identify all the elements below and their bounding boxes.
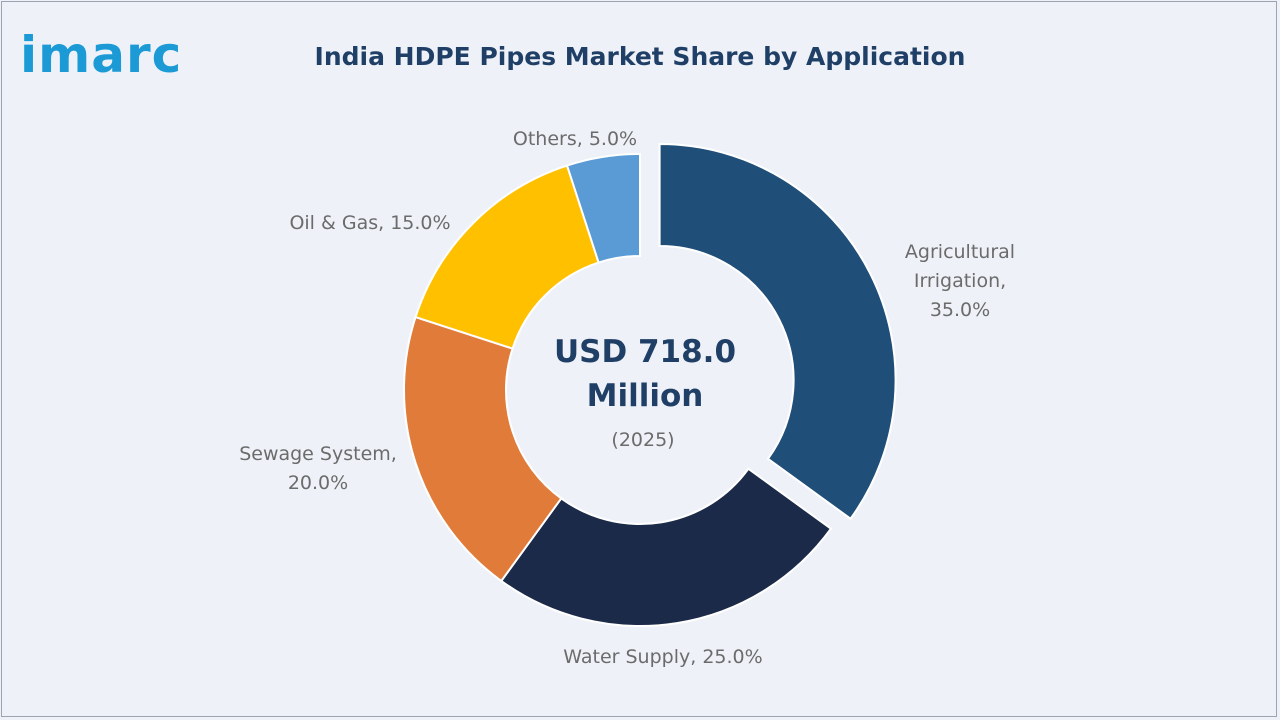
- donut-slices: [403, 143, 897, 627]
- center-value-line2: Million: [587, 378, 704, 414]
- slice-label-agricultural-irrigation: Agricultural Irrigation, 35.0%: [905, 241, 1015, 321]
- slice-agricultural-irrigation: [658, 143, 897, 521]
- imarc-logo: imarc: [20, 26, 182, 84]
- slice-label-sewage-system: Sewage System, 20.0%: [239, 443, 397, 494]
- center-value-line1: USD 718.0: [554, 334, 736, 370]
- slice-labels: Agricultural Irrigation, 35.0% Water Supply…: [239, 128, 1015, 668]
- slice-label-oil-gas: Oil & Gas, 15.0%: [289, 212, 450, 234]
- slice-oil-gas: [414, 164, 600, 350]
- logo-text: imarc: [20, 26, 182, 84]
- slice-label-others: Others, 5.0%: [513, 128, 637, 150]
- center-year: (2025): [611, 429, 674, 451]
- slice-label-water-supply: Water Supply, 25.0%: [563, 646, 762, 668]
- slice-water-supply: [499, 467, 833, 627]
- slice-others: [565, 152, 641, 264]
- slice-sewage-system: [403, 315, 563, 583]
- chart-title: India HDPE Pipes Market Share by Applica…: [314, 42, 966, 71]
- donut-center: USD 718.0 Million (2025): [554, 334, 736, 451]
